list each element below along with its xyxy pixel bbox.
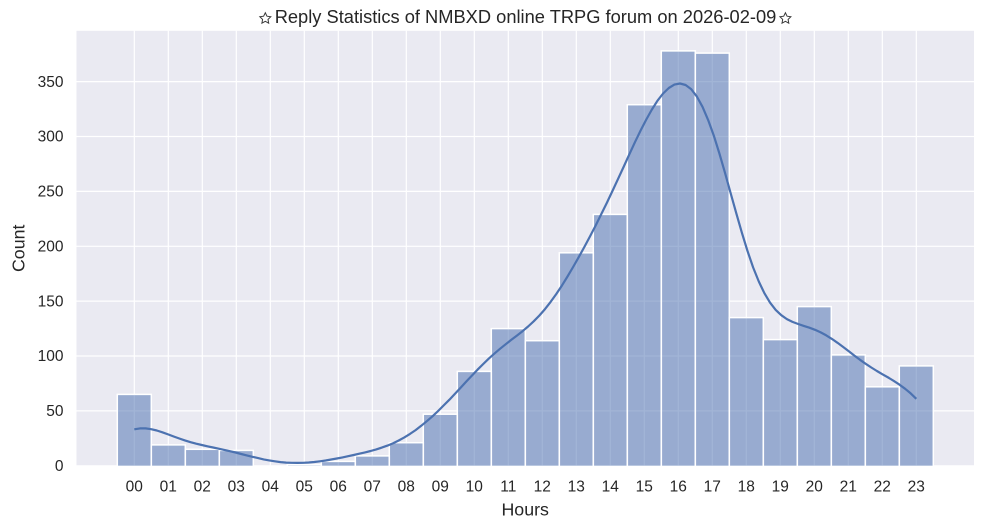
- svg-text:Hours: Hours: [501, 500, 549, 520]
- svg-text:03: 03: [228, 479, 245, 496]
- svg-text:0: 0: [55, 458, 64, 475]
- svg-text:50: 50: [46, 403, 64, 420]
- svg-text:14: 14: [602, 479, 620, 496]
- svg-text:17: 17: [704, 479, 721, 496]
- svg-text:05: 05: [296, 479, 313, 496]
- svg-text:21: 21: [840, 479, 857, 496]
- svg-text:13: 13: [568, 479, 585, 496]
- svg-text:10: 10: [466, 479, 484, 496]
- svg-text:20: 20: [806, 479, 824, 496]
- svg-text:02: 02: [194, 479, 211, 496]
- svg-text:04: 04: [262, 479, 280, 496]
- svg-text:07: 07: [364, 479, 381, 496]
- svg-text:15: 15: [636, 479, 653, 496]
- svg-text:150: 150: [38, 293, 64, 310]
- svg-text:250: 250: [38, 184, 64, 201]
- svg-text:Reply Statistics of NMBXD onli: Reply Statistics of NMBXD online TRPG fo…: [275, 6, 777, 27]
- svg-text:23: 23: [908, 479, 925, 496]
- svg-text:18: 18: [738, 479, 755, 496]
- svg-text:00: 00: [126, 479, 144, 496]
- svg-text:19: 19: [772, 479, 789, 496]
- svg-text:22: 22: [874, 479, 891, 496]
- svg-text:01: 01: [160, 479, 177, 496]
- svg-text:08: 08: [398, 479, 415, 496]
- svg-text:300: 300: [38, 129, 64, 146]
- svg-text:16: 16: [670, 479, 687, 496]
- svg-text:Count: Count: [9, 225, 29, 273]
- svg-text:12: 12: [534, 479, 551, 496]
- svg-text:09: 09: [432, 479, 449, 496]
- svg-text:200: 200: [38, 239, 64, 256]
- svg-text:06: 06: [330, 479, 347, 496]
- svg-text:11: 11: [500, 479, 516, 496]
- svg-text:350: 350: [38, 74, 64, 91]
- svg-text:100: 100: [38, 348, 64, 365]
